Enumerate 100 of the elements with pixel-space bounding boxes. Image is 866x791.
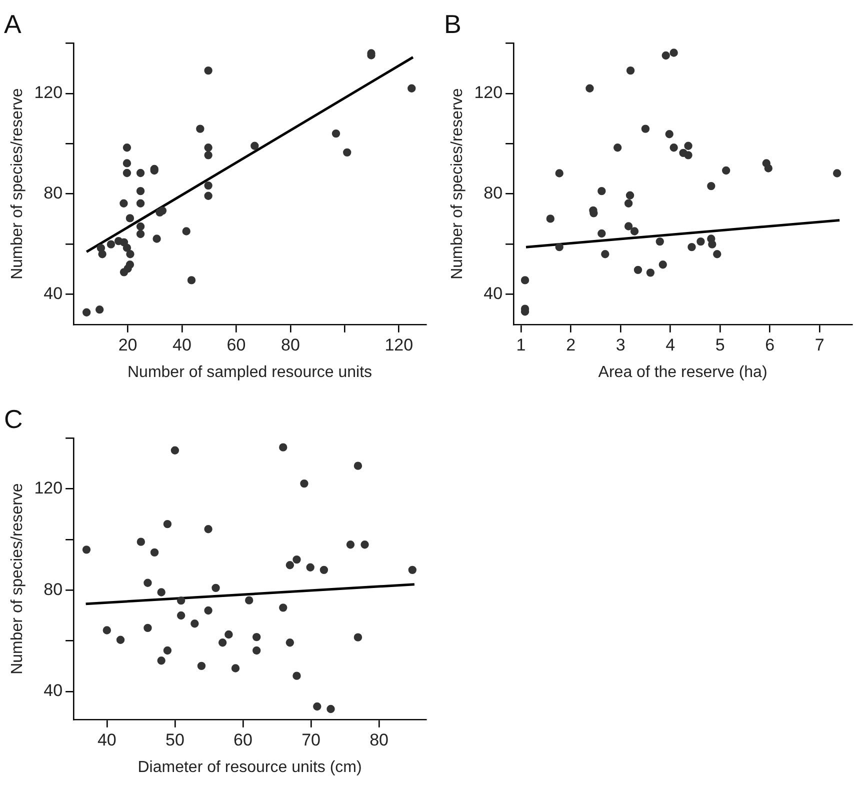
point: [157, 588, 166, 596]
point: [764, 164, 772, 172]
x-tick-label: 4: [666, 335, 676, 354]
point: [292, 672, 301, 680]
x-tick-label: 80: [370, 730, 389, 750]
x-tick-label: 20: [118, 335, 138, 354]
point: [150, 548, 159, 557]
point: [152, 234, 161, 243]
point: [252, 632, 261, 642]
point: [624, 199, 633, 208]
point: [320, 566, 328, 574]
point: [231, 664, 240, 672]
point: [279, 604, 288, 612]
x-axis-title: Number of sampled resource units: [128, 364, 372, 381]
point: [546, 214, 554, 223]
point: [343, 148, 352, 157]
point: [408, 84, 416, 92]
y-axis-title: Number of species/reserve: [9, 483, 26, 674]
point: [197, 662, 206, 670]
x-tick-label: 40: [97, 730, 116, 750]
point: [626, 66, 635, 75]
point: [245, 596, 254, 604]
point: [601, 250, 610, 258]
point: [136, 168, 145, 178]
point: [95, 305, 104, 314]
point: [360, 540, 369, 549]
point: [326, 704, 335, 714]
point: [204, 525, 212, 534]
point: [163, 646, 172, 655]
point: [120, 268, 128, 276]
point: [157, 656, 166, 665]
y-tick-label: 120: [474, 83, 503, 102]
point: [586, 84, 594, 92]
y-tick-label: 80: [484, 184, 503, 203]
point: [204, 192, 212, 200]
point: [670, 144, 678, 152]
point: [598, 229, 606, 238]
point: [662, 51, 670, 60]
y-tick-label: 40: [44, 681, 63, 700]
x-tick-label: 5: [715, 335, 725, 354]
point: [144, 578, 152, 587]
point: [218, 638, 227, 647]
chart-title: A: [4, 8, 22, 39]
point: [408, 566, 416, 574]
point: [656, 237, 664, 246]
point: [98, 250, 106, 258]
x-axis-title: Area of the reserve (ha): [598, 364, 768, 381]
x-tick-label: 80: [280, 335, 300, 354]
x-tick-label: 3: [616, 335, 626, 354]
point: [722, 166, 730, 175]
point: [158, 206, 167, 215]
point: [646, 268, 655, 277]
y-tick-label: 40: [484, 284, 503, 303]
point: [176, 611, 186, 620]
point: [708, 240, 716, 248]
point: [136, 222, 145, 231]
point: [122, 168, 132, 178]
point: [684, 151, 692, 160]
point: [634, 266, 642, 274]
point: [136, 230, 145, 238]
point: [126, 250, 134, 258]
point: [354, 633, 362, 642]
chart-title: B: [444, 8, 462, 39]
point: [212, 584, 220, 592]
point: [696, 237, 705, 246]
point: [555, 242, 564, 252]
point: [116, 636, 125, 644]
point: [163, 520, 172, 528]
point: [346, 540, 355, 549]
x-tick-label: 7: [814, 335, 824, 354]
point: [144, 624, 152, 632]
point: [224, 630, 233, 639]
point: [286, 638, 294, 647]
x-tick-label: 40: [172, 335, 192, 354]
point: [300, 479, 308, 488]
point: [630, 227, 639, 236]
point: [250, 142, 259, 150]
point: [624, 222, 633, 230]
x-tick-label: 120: [384, 335, 414, 354]
y-tick-label: 120: [34, 83, 63, 102]
point: [187, 276, 196, 284]
x-axis-title: Diameter of resource units (cm): [138, 758, 362, 776]
point: [182, 227, 190, 236]
y-tick-label: 40: [44, 284, 63, 303]
x-tick-label: 70: [302, 730, 320, 750]
point: [713, 250, 722, 258]
point: [102, 626, 112, 634]
point: [613, 144, 622, 152]
point: [626, 191, 634, 200]
x-tick-label: 6: [765, 335, 775, 354]
point: [670, 48, 678, 57]
point: [126, 214, 134, 222]
point: [170, 446, 180, 454]
chart-title: C: [4, 404, 23, 434]
point: [658, 260, 667, 269]
point: [204, 181, 212, 190]
point: [332, 129, 340, 138]
point: [688, 242, 696, 252]
x-tick-label: 2: [566, 335, 576, 354]
point: [82, 308, 91, 316]
